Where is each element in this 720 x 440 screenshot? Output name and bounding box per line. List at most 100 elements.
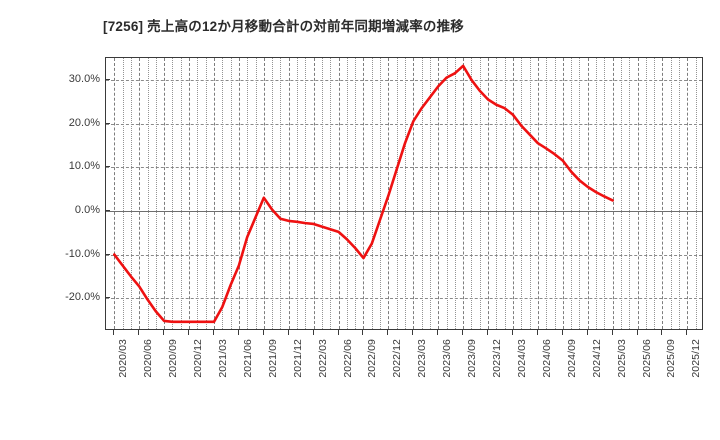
gridline-vertical: [687, 58, 689, 329]
gridline-vertical: [645, 58, 648, 329]
x-axis-tick-label: 2022/03: [316, 339, 329, 378]
y-axis-tick-label: 0.0%: [74, 203, 100, 216]
chart-title: [7256] 売上高の12か月移動合計の対前年同期増減率の推移: [103, 19, 464, 34]
gridline-vertical: [679, 58, 681, 329]
x-axis-tick-mark: [387, 330, 389, 335]
x-axis-tick-mark: [188, 330, 190, 335]
x-axis-tick-label: 2022/09: [366, 339, 379, 378]
gridline-vertical: [521, 58, 523, 329]
gridline-vertical: [272, 58, 274, 329]
gridline-vertical: [396, 58, 399, 329]
gridline-horizontal: [106, 210, 702, 213]
gridline-vertical: [371, 58, 374, 329]
gridline-vertical: [305, 58, 307, 329]
gridline-vertical: [488, 58, 490, 329]
x-axis-tick-label: 2021/03: [216, 339, 229, 378]
x-axis-tick-label: 2023/03: [416, 339, 429, 378]
y-axis-tick-mark: [105, 122, 110, 124]
x-axis-tick-mark: [636, 330, 638, 335]
x-axis-tick-mark: [287, 330, 289, 335]
gridline-vertical: [695, 58, 698, 329]
x-axis-tick-mark: [362, 330, 364, 335]
gridline-vertical: [413, 58, 415, 329]
gridline-vertical: [662, 58, 664, 329]
x-axis-tick-label: 2023/06: [441, 339, 454, 378]
gridline-vertical: [346, 58, 349, 329]
gridline-vertical: [463, 58, 465, 329]
x-axis-tick-label: 2021/06: [241, 339, 254, 378]
y-axis-tick-mark: [105, 78, 110, 80]
x-axis-tick-label: 2020/06: [142, 339, 155, 378]
gridline-vertical: [321, 58, 324, 329]
y-axis-tick-label: -10.0%: [65, 247, 100, 260]
gridline-vertical: [363, 58, 365, 329]
gridline-vertical: [380, 58, 382, 329]
gridline-vertical: [147, 58, 150, 329]
gridline-vertical: [579, 58, 581, 329]
gridline-vertical: [629, 58, 631, 329]
gridline-vertical: [122, 58, 125, 329]
gridline-vertical: [504, 58, 507, 329]
y-axis-tick-label: 10.0%: [68, 160, 100, 173]
gridline-vertical: [130, 58, 133, 329]
x-axis-tick-label: 2020/03: [117, 339, 130, 378]
x-axis-tick-mark: [437, 330, 439, 335]
gridline-vertical: [637, 58, 640, 329]
y-axis-tick-mark: [105, 166, 110, 168]
gridline-vertical: [512, 58, 515, 329]
gridline-vertical: [479, 58, 482, 329]
y-axis-tick-label: -20.0%: [65, 291, 100, 304]
x-axis-tick-mark: [462, 330, 464, 335]
x-axis-tick-label: 2025/09: [665, 339, 678, 378]
plot-area: [105, 57, 703, 330]
gridline-vertical: [222, 58, 224, 329]
x-axis-tick-mark: [262, 330, 264, 335]
gridline-vertical: [654, 58, 656, 329]
gridline-horizontal: [106, 123, 702, 126]
gridline-vertical: [620, 58, 623, 329]
gridline-vertical: [164, 58, 166, 329]
x-axis-tick-label: 2024/09: [565, 339, 578, 378]
x-axis-tick-mark: [412, 330, 414, 335]
x-axis-tick-mark: [138, 330, 140, 335]
series-polyline: [113, 64, 614, 324]
gridline-horizontal: [106, 254, 702, 257]
y-axis-tick-label: 30.0%: [68, 72, 100, 85]
x-axis-tick-mark: [487, 330, 489, 335]
gridline-vertical: [571, 58, 573, 329]
y-axis-tick-mark: [105, 297, 110, 299]
x-axis-tick-mark: [586, 330, 588, 335]
y-axis-tick-label: 20.0%: [68, 116, 100, 129]
gridline-vertical: [139, 58, 141, 329]
gridline-vertical: [172, 58, 174, 329]
x-axis-tick-mark: [337, 330, 339, 335]
x-axis-tick-mark: [312, 330, 314, 335]
gridline-vertical: [438, 58, 440, 329]
gridline-vertical: [255, 58, 258, 329]
series-line-chart: [113, 64, 614, 324]
y-axis-tick-mark: [105, 253, 110, 255]
gridline-vertical: [429, 58, 432, 329]
gridline-vertical: [562, 58, 565, 329]
x-axis-tick-label: 2024/06: [540, 339, 553, 378]
gridline-vertical: [297, 58, 299, 329]
x-axis-tick-label: 2024/12: [590, 339, 603, 378]
x-axis-tick-label: 2023/12: [491, 339, 504, 378]
gridline-horizontal: [106, 79, 702, 82]
gridline-vertical: [230, 58, 233, 329]
x-axis-tick-mark: [661, 330, 663, 335]
x-axis-tick-label: 2020/12: [192, 339, 205, 378]
gridline-vertical: [496, 58, 498, 329]
x-axis-tick-label: 2025/03: [615, 339, 628, 378]
x-axis-tick-label: 2021/12: [291, 339, 304, 378]
gridline-horizontal: [106, 298, 702, 300]
x-axis-tick-label: 2024/03: [515, 339, 528, 378]
gridline-vertical: [554, 58, 557, 329]
gridline-vertical: [338, 58, 341, 329]
x-axis-tick-label: 2025/12: [690, 339, 703, 378]
gridline-vertical: [446, 58, 449, 329]
gridline-vertical: [205, 58, 208, 329]
x-axis-tick-label: 2020/09: [167, 339, 180, 378]
x-axis-tick-label: 2022/06: [341, 339, 354, 378]
